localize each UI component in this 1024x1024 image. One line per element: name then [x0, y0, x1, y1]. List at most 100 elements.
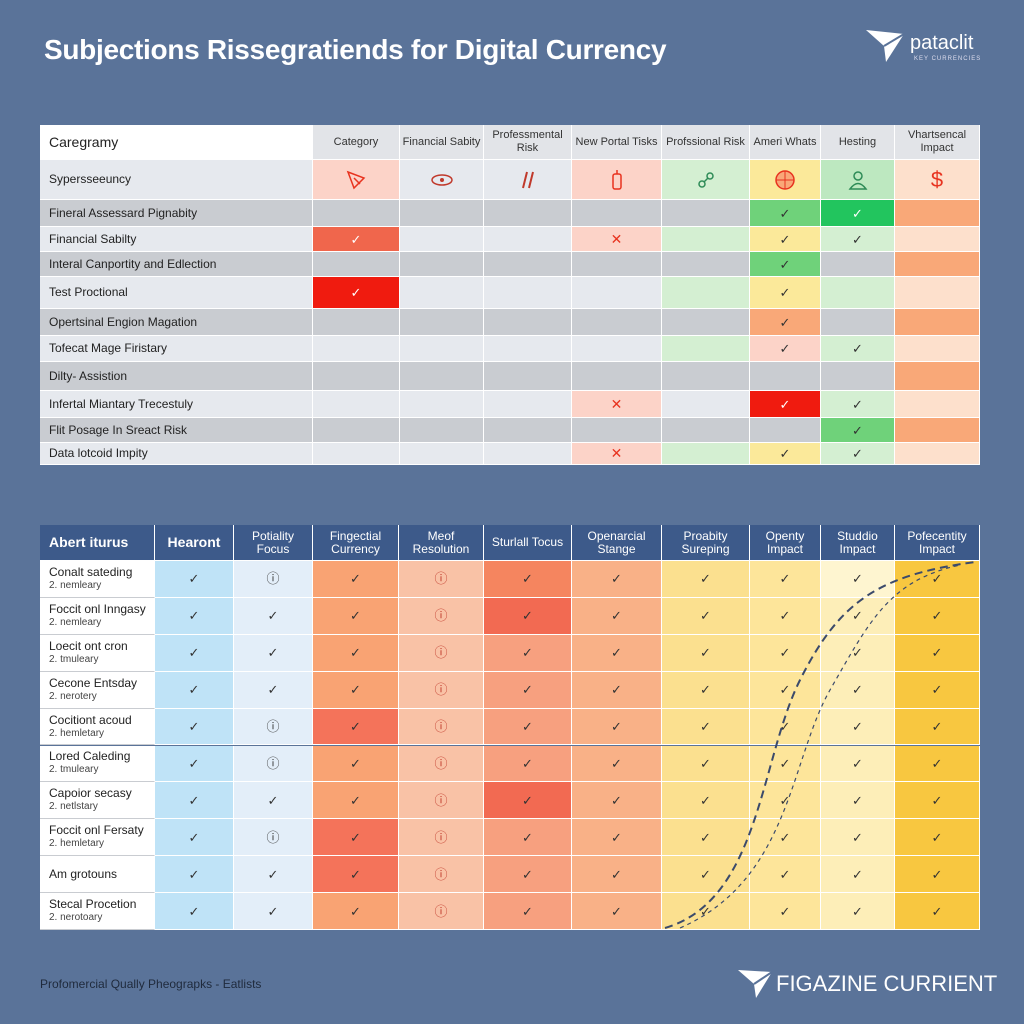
row-label: Infertal Miantary Trecestuly	[40, 391, 313, 418]
cell-mark: ✓	[700, 571, 711, 587]
row-label: Financial Sabilty	[40, 227, 313, 252]
table-cell: ✓	[313, 227, 400, 252]
table-cell: ✓	[821, 561, 895, 598]
table-cell	[895, 277, 980, 309]
table-cell: ⓘ	[399, 745, 484, 783]
row-label: Fineral Assessard Pignabity	[40, 200, 313, 227]
table-cell: ✓	[484, 745, 572, 783]
cell-mark: ✓	[931, 755, 943, 771]
row-sublabel: 2. nerotoary	[49, 912, 103, 924]
row-label: Interal Canportity and Edlection	[40, 252, 313, 277]
table-cell	[572, 418, 662, 443]
table-cell: ✓	[484, 561, 572, 598]
cell-mark: ✓	[779, 645, 791, 661]
table-cell	[484, 252, 572, 277]
header-cell: Proabity Sureping	[662, 525, 750, 561]
cell-mark: ✓	[350, 792, 361, 808]
header-text: Profssional Risk	[666, 135, 745, 148]
logo-icon	[866, 30, 905, 62]
row-label-text: Foccit onl Fersaty	[49, 823, 144, 838]
header-cell: Fingectial Currency	[313, 525, 399, 561]
table-cell: ✓	[662, 782, 750, 820]
cell-mark: ✓	[350, 231, 362, 247]
table-cell: ✓	[895, 893, 980, 930]
table-cell: ✓	[234, 893, 313, 930]
table-cell: ✕	[572, 443, 662, 465]
table-cell	[313, 418, 400, 443]
table-cell	[400, 309, 484, 336]
cell-mark: ✓	[931, 608, 943, 624]
header-text: Studdio Impact	[837, 528, 878, 556]
table-cell	[572, 336, 662, 362]
table-cell	[662, 362, 750, 391]
icon	[346, 170, 366, 189]
table-cell	[313, 443, 400, 465]
table-cell	[895, 200, 980, 227]
table-cell	[662, 200, 750, 227]
header-text: Vhartsencal Impact	[907, 129, 967, 154]
cell-mark: ✓	[188, 792, 200, 808]
table-cell	[400, 252, 484, 277]
icon-cell	[484, 160, 572, 200]
cell-mark: ✓	[611, 792, 622, 808]
table-cell: ✕	[572, 227, 662, 252]
table-cell: ✓	[484, 671, 572, 709]
cell-mark: ✓	[188, 829, 200, 845]
table-cell	[662, 309, 750, 336]
table-cell: ✓	[484, 782, 572, 820]
footer-note: Profomercial Qually Pheograpks - Eatlist…	[40, 977, 262, 991]
cell-mark: ✓	[611, 645, 622, 661]
cell-mark: ⓘ	[434, 719, 448, 735]
cell-mark: ✓	[522, 755, 533, 771]
row-label-text: Cocitiont acoud	[49, 712, 132, 727]
row-label-text: Interal Canportity and Edlection	[49, 256, 217, 271]
cell-mark: ⓘ	[266, 755, 280, 771]
header-cell: Studdio Impact	[821, 525, 895, 561]
table-cell: ⓘ	[234, 708, 313, 746]
cell-mark: ✓	[611, 903, 622, 919]
cell-mark: ⓘ	[434, 903, 448, 919]
header-text: Abert iturus	[49, 534, 129, 550]
row-label: Flit Posage In Sreact Risk	[40, 418, 313, 443]
table-cell	[895, 252, 980, 277]
cell-mark: ✓	[188, 755, 200, 771]
table-cell: ✓	[750, 819, 821, 857]
cell-mark: ✓	[350, 682, 361, 698]
table-cell	[821, 309, 895, 336]
row-label: Cocitiont acoud 2. hemletary	[40, 708, 155, 746]
cell-mark: ✕	[610, 445, 623, 461]
cell-mark: ⓘ	[434, 608, 448, 624]
table-cell: ✓	[234, 671, 313, 709]
cell-mark: ✓	[611, 866, 622, 882]
table-cell: ✓	[234, 597, 313, 635]
icon	[775, 169, 795, 190]
icon-symbol: $	[930, 167, 944, 192]
cell-mark: ✓	[852, 866, 863, 882]
table-cell: ✓	[572, 856, 662, 894]
table-cell	[821, 362, 895, 391]
table-cell: ✓	[895, 671, 980, 709]
table-cell	[400, 418, 484, 443]
header-text: Financial Sabity	[402, 135, 481, 148]
row-label-text: Sypersseeuncy	[49, 172, 132, 186]
table-cell: ✓	[750, 391, 821, 418]
table-cell: ✓	[313, 856, 399, 894]
table-cell	[313, 309, 400, 336]
table-cell: ✓	[313, 708, 399, 746]
table-cell: ⓘ	[399, 634, 484, 672]
table-cell: ✓	[821, 443, 895, 465]
table-cell: ✓	[234, 634, 313, 672]
footer-brand: FIGAZINE CURRIENT	[776, 971, 998, 996]
table-cell: ✓	[234, 782, 313, 820]
table-cell: ✓	[895, 819, 980, 857]
table-cell: ✓	[484, 819, 572, 857]
table-cell	[895, 362, 980, 391]
cell-mark: ✓	[522, 682, 533, 698]
table-cell	[662, 336, 750, 362]
cell-mark: ✓	[350, 608, 361, 624]
header-text: Pofecentity Impact	[907, 528, 967, 556]
header-text: Hesting	[838, 135, 877, 148]
table-cell: ✓	[313, 277, 400, 309]
table-cell	[313, 362, 400, 391]
icon-cell: $	[895, 160, 980, 200]
